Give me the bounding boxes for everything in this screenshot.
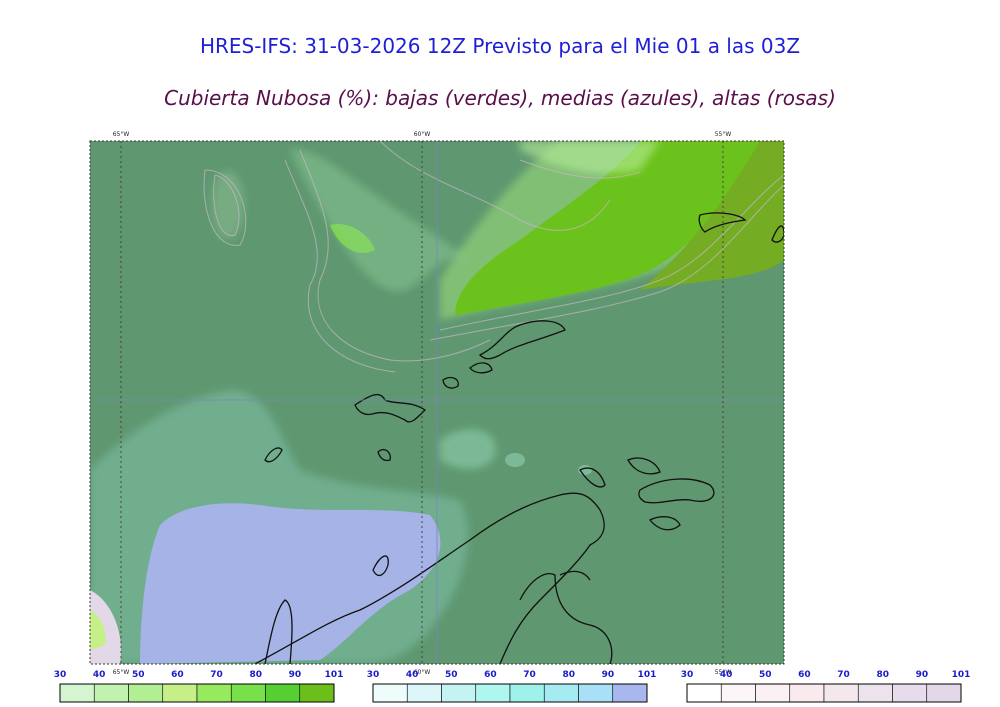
lon-label-bottom-55w: 55°W	[715, 669, 732, 676]
colorbar-bajas-tick-label: 101	[325, 670, 344, 680]
colorbar-altas-tick-label: 101	[952, 670, 971, 680]
colorbar-altas-segment	[892, 683, 928, 703]
colorbar-altas-segment	[720, 683, 756, 703]
colorbar-bajas: 30 40 50 60 70 80 90 101	[54, 670, 344, 703]
colorbar-bajas-segment	[230, 683, 266, 703]
lon-label-65w: 65°W	[113, 131, 130, 138]
colorbar-medias-segment	[578, 683, 614, 703]
colorbar-bajas-tick-label: 30	[54, 670, 67, 680]
colorbar-bajas-segment	[299, 683, 335, 703]
colorbar-medias-tick-label: 101	[638, 670, 657, 680]
colorbar-altas-segment	[823, 683, 859, 703]
colorbar-altas-tick-label: 40	[720, 670, 733, 680]
colorbar-bajas-segment	[162, 683, 198, 703]
colorbar-bajas-tick-label: 40	[93, 670, 106, 680]
colorbar-medias-tick-label: 30	[367, 670, 380, 680]
colorbar-bajas-outline	[59, 683, 335, 703]
colorbar-medias-outline	[372, 683, 648, 703]
mid-cloud-area	[90, 390, 592, 664]
colorbar-medias-segment	[441, 683, 477, 703]
colorbar-medias: 30 40 50 60 70 80 90 101	[367, 670, 657, 703]
colorbars: 30 40 50 60 70 80 90 101 30 40 50 60 70 80 90 101 30 40 50…	[54, 670, 971, 703]
colorbar-altas-tick-label: 80	[876, 670, 889, 680]
colorbar-medias-segment	[509, 683, 545, 703]
colorbar-bajas-tick-label: 80	[249, 670, 262, 680]
colorbar-bajas-segment	[59, 683, 95, 703]
lon-label-60w: 60°W	[414, 131, 431, 138]
colorbar-bajas-segment	[265, 683, 301, 703]
colorbar-altas: 30 40 50 60 70 80 90 101	[681, 670, 971, 703]
colorbar-medias-segment	[372, 683, 408, 703]
colorbar-bajas-tick-label: 60	[171, 670, 184, 680]
colorbar-bajas-segment	[196, 683, 232, 703]
map-title: HRES-IFS: 31-03-2026 12Z Previsto para e…	[199, 34, 801, 58]
colorbar-bajas-segment	[128, 683, 164, 703]
colorbar-altas-segment	[686, 683, 722, 703]
colorbar-medias-tick-label: 80	[562, 670, 575, 680]
colorbar-altas-tick-label: 90	[916, 670, 929, 680]
colorbar-medias-segment	[406, 683, 442, 703]
colorbar-altas-segment	[857, 683, 893, 703]
colorbar-altas-tick-label: 70	[837, 670, 850, 680]
colorbar-medias-tick-label: 90	[602, 670, 615, 680]
colorbar-altas-tick-label: 60	[798, 670, 811, 680]
colorbar-bajas-segment	[93, 683, 129, 703]
colorbar-altas-tick-label: 50	[759, 670, 772, 680]
lon-label-bottom-60w: 60°W	[414, 669, 431, 676]
low-cloud-patch	[90, 610, 106, 650]
colorbar-altas-tick-label: 30	[681, 670, 694, 680]
reference-lines	[90, 141, 784, 664]
colorbar-medias-tick-label: 70	[523, 670, 536, 680]
colorbar-medias-segment	[475, 683, 511, 703]
colorbar-medias-tick-label: 40	[406, 670, 419, 680]
lon-label-55w: 55°W	[715, 131, 732, 138]
colorbar-bajas-tick-label: 70	[210, 670, 223, 680]
colorbar-altas-outline	[686, 683, 962, 703]
cloud-contours	[203, 141, 784, 373]
colorbar-altas-segment	[789, 683, 825, 703]
map-frame	[89, 140, 785, 665]
map-subtitle: Cubierta Nubosa (%): bajas (verdes), med…	[164, 86, 836, 110]
lon-label-bottom-65w: 65°W	[113, 669, 130, 676]
colorbar-medias-segment	[543, 683, 579, 703]
colorbar-altas-segment	[755, 683, 791, 703]
colorbar-medias-segment	[612, 683, 648, 703]
colorbar-medias-tick-label: 50	[445, 670, 458, 680]
colorbar-altas-segment	[926, 683, 962, 703]
low-cloud-band	[212, 141, 784, 320]
colorbar-bajas-tick-label: 50	[132, 670, 145, 680]
colorbar-bajas-tick-label: 90	[289, 670, 302, 680]
graticule	[120, 141, 724, 664]
colorbar-medias-tick-label: 60	[484, 670, 497, 680]
coastlines	[254, 212, 784, 664]
